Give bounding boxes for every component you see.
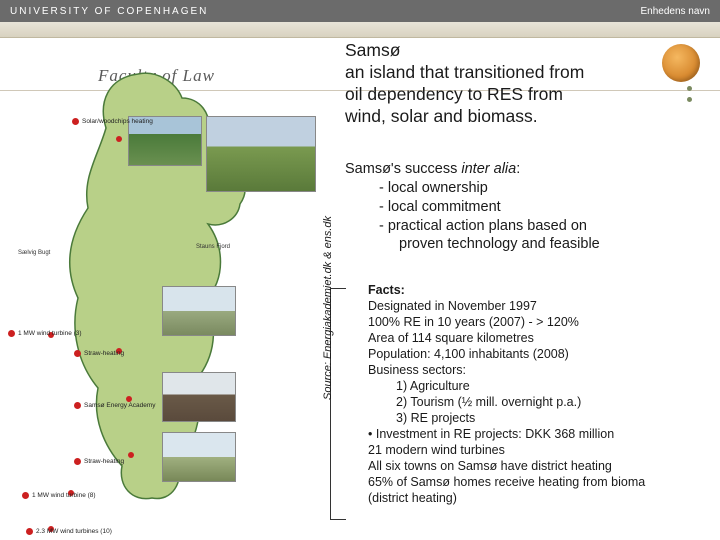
facts-block: Facts: Designated in November 1997 100% … [368, 282, 720, 506]
header-bar: UNIVERSITY OF COPENHAGEN Enhedens navn [0, 0, 720, 22]
map-legend-item: Straw-heating [74, 350, 124, 357]
facts-line: 100% RE in 10 years (2007) - > 120% [368, 314, 720, 330]
map-region: Solar/woodchips heating 1 MW wind turbine… [8, 40, 328, 530]
map-legend-item: Samsø Energy Academy [74, 402, 156, 409]
map-legend-item: Straw-heating [74, 458, 124, 465]
success-item: - local commitment [345, 198, 705, 217]
facts-line: Designated in November 1997 [368, 298, 720, 314]
legend-dot-icon [74, 350, 81, 357]
legend-dot-icon [74, 458, 81, 465]
map-place-label: Sælvig Bugt [18, 250, 50, 256]
success-block: Samsø's success inter alia: - local owne… [345, 160, 705, 254]
legend-label: Samsø Energy Academy [84, 402, 156, 409]
legend-label: Straw-heating [84, 350, 124, 357]
legend-label: 1 MW wind turbine (3) [18, 330, 82, 337]
facts-line: 21 modern wind turbines [368, 442, 720, 458]
map-photo [206, 116, 316, 192]
map-place-label: Stauns Fjord [196, 244, 230, 250]
facts-title: Facts: [368, 282, 720, 298]
success-heading: Samsø's success inter alia: [345, 160, 705, 179]
map-marker-icon [116, 136, 122, 142]
facts-line: Area of 114 square kilometres [368, 330, 720, 346]
slide-title: Samsø an island that transitioned from o… [345, 40, 655, 128]
header-stripe [0, 22, 720, 38]
success-item: proven technology and feasible [345, 235, 705, 254]
map-legend-item: 1 MW wind turbine (8) [22, 492, 96, 499]
facts-line: Population: 4,100 inhabitants (2008) [368, 346, 720, 362]
success-item: - local ownership [345, 179, 705, 198]
legend-dot-icon [74, 402, 81, 409]
facts-line: 65% of Samsø homes receive heating from … [368, 474, 720, 490]
facts-line: All six towns on Samsø have district hea… [368, 458, 720, 474]
facts-bullet: • Investment in RE projects: DKK 368 mil… [368, 426, 720, 442]
map-legend-item: Solar/woodchips heating [72, 118, 153, 125]
legend-label: Solar/woodchips heating [82, 118, 153, 125]
legend-dot-icon [22, 492, 29, 499]
facts-sector: 1) Agriculture [368, 378, 720, 394]
legend-dot-icon [72, 118, 79, 125]
university-name: UNIVERSITY OF COPENHAGEN [10, 6, 208, 17]
title-line: wind, solar and biomass. [345, 106, 655, 128]
unit-name: Enhedens navn [640, 6, 710, 17]
source-citation: Source: Energiakademiet.dk & ens.dk [322, 216, 334, 400]
facts-sector: 3) RE projects [368, 410, 720, 426]
map-photo [162, 372, 236, 422]
map-legend-item: 1 MW wind turbine (3) [8, 330, 82, 337]
map-photo [162, 432, 236, 482]
decoration-dots [687, 86, 692, 102]
legend-label: 1 MW wind turbine (8) [32, 492, 96, 499]
map-legend-item: 2.3 MW wind turbines (10) [26, 528, 112, 535]
facts-sector: 2) Tourism (½ mill. overnight p.a.) [368, 394, 720, 410]
legend-dot-icon [26, 528, 33, 535]
legend-dot-icon [8, 330, 15, 337]
success-item: - practical action plans based on [345, 217, 705, 236]
title-line: Samsø [345, 40, 655, 62]
university-seal-icon [662, 44, 700, 82]
facts-line: (district heating) [368, 490, 720, 506]
map-photo [162, 286, 236, 336]
facts-line: Business sectors: [368, 362, 720, 378]
map-marker-icon [128, 452, 134, 458]
title-line: oil dependency to RES from [345, 84, 655, 106]
legend-label: Straw-heating [84, 458, 124, 465]
legend-label: 2.3 MW wind turbines (10) [36, 528, 112, 535]
title-line: an island that transitioned from [345, 62, 655, 84]
